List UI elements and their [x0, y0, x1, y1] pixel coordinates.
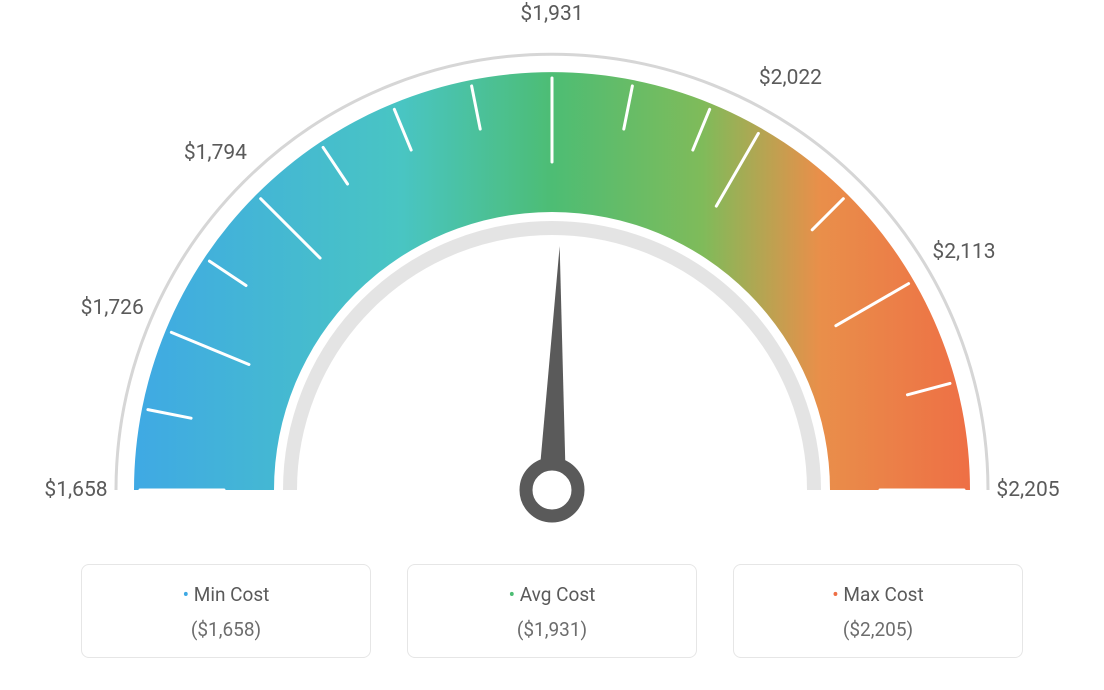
gauge-tick-label: $1,726: [81, 296, 144, 320]
legend-card-avg: • Avg Cost ($1,931): [407, 564, 697, 658]
gauge-area: $1,658 $1,726 $1,794 $1,931 $2,022 $2,113 $2,2…: [0, 0, 1104, 540]
legend-value-avg: ($1,931): [418, 618, 686, 641]
legend-label-max: • Max Cost: [744, 583, 1012, 606]
gauge-svg: [0, 0, 1104, 540]
gauge-tick-label: $2,022: [759, 66, 822, 90]
gauge-tick-label: $2,113: [932, 240, 995, 264]
gauge-tick-label: $1,931: [520, 2, 583, 26]
legend-row: • Min Cost ($1,658) • Avg Cost ($1,931) …: [0, 564, 1104, 658]
legend-label-min: • Min Cost: [92, 583, 360, 606]
gauge-tick-label: $2,205: [996, 478, 1059, 502]
legend-card-min: • Min Cost ($1,658): [81, 564, 371, 658]
cost-gauge-chart: $1,658 $1,726 $1,794 $1,931 $2,022 $2,113 $2,2…: [0, 0, 1104, 690]
legend-card-max: • Max Cost ($2,205): [733, 564, 1023, 658]
gauge-tick-label: $1,658: [44, 478, 107, 502]
legend-label-avg: • Avg Cost: [418, 583, 686, 606]
legend-value-min: ($1,658): [92, 618, 360, 641]
legend-value-max: ($2,205): [744, 618, 1012, 641]
gauge-tick-label: $1,794: [184, 141, 247, 165]
